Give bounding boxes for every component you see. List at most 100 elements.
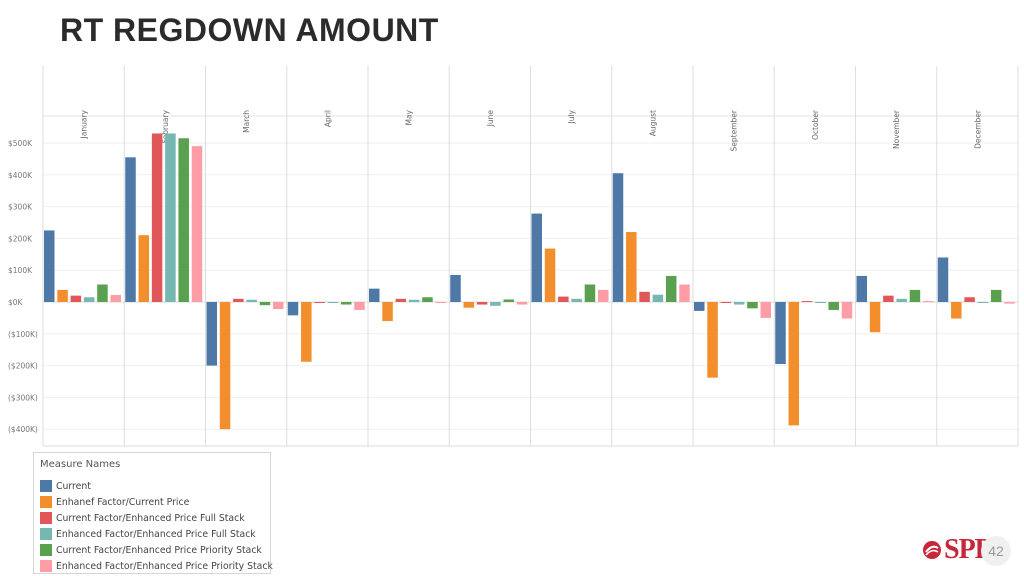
bar xyxy=(815,302,826,303)
month-label: March xyxy=(242,110,251,133)
legend-title: Measure Names xyxy=(40,459,121,470)
bar xyxy=(382,302,393,322)
bar xyxy=(463,302,475,308)
legend-label: Current Factor/Enhanced Price Full Stack xyxy=(56,512,245,524)
bar xyxy=(598,289,609,302)
month-label: August xyxy=(648,110,657,136)
spp-logo-icon xyxy=(923,541,941,559)
bar xyxy=(775,302,786,365)
bar xyxy=(395,298,407,302)
month-label: November xyxy=(892,109,901,149)
bar xyxy=(937,257,949,302)
bar xyxy=(951,302,962,319)
bar xyxy=(896,298,907,302)
month-label: December xyxy=(973,109,982,149)
bar xyxy=(138,235,150,302)
bar xyxy=(435,302,446,303)
bar xyxy=(44,230,55,302)
bar xyxy=(191,146,203,302)
month-label: October xyxy=(811,109,820,140)
bar xyxy=(841,302,853,319)
bar xyxy=(206,302,217,366)
bar xyxy=(707,302,718,378)
bar xyxy=(626,232,637,302)
y-tick-label: ($200K) xyxy=(8,362,38,371)
bar xyxy=(246,299,257,302)
y-tick-label: $400K xyxy=(8,171,33,180)
legend-item: Current xyxy=(40,478,270,494)
bar xyxy=(57,289,68,302)
bar xyxy=(694,302,705,311)
bar xyxy=(165,133,176,302)
bar xyxy=(178,138,189,302)
bar xyxy=(558,296,569,302)
bar xyxy=(327,302,339,303)
bar xyxy=(584,284,596,302)
legend-item: Enhanced Factor/Enhanced Price Full Stac… xyxy=(40,526,270,542)
bar xyxy=(544,248,556,302)
chart-legend: Measure Names Current Enhanef Factor/Curr… xyxy=(33,452,273,574)
bar xyxy=(301,302,312,362)
bar xyxy=(233,298,244,302)
bar xyxy=(516,302,528,305)
bar xyxy=(856,275,867,302)
legend-swatch xyxy=(40,544,52,556)
bar xyxy=(422,297,433,302)
bar xyxy=(665,275,677,302)
legend-label: Enhanef Factor/Current Price xyxy=(56,496,190,508)
slide-title: RT REGDOWN AMOUNT xyxy=(60,12,439,48)
bar xyxy=(314,302,325,303)
legend-swatch xyxy=(40,480,52,492)
month-label: September xyxy=(730,109,739,151)
legend-label: Current Factor/Enhanced Price Priority S… xyxy=(56,544,262,556)
page-number: 42 xyxy=(981,536,1011,566)
bar xyxy=(83,297,95,302)
bar xyxy=(490,302,501,306)
y-tick-label: $0K xyxy=(8,298,24,307)
bar xyxy=(369,288,380,302)
bar xyxy=(476,302,488,305)
legend-swatch xyxy=(40,512,52,524)
bar xyxy=(273,302,284,309)
bar xyxy=(990,289,1002,302)
bar xyxy=(679,284,690,302)
bar xyxy=(747,302,758,309)
month-label: February xyxy=(161,109,170,143)
legend-label: Current xyxy=(56,480,91,492)
month-label: April xyxy=(323,110,332,127)
bar xyxy=(531,213,542,302)
bar xyxy=(612,173,624,302)
y-tick-label: ($100K) xyxy=(8,330,38,339)
legend-item: Current Factor/Enhanced Price Priority S… xyxy=(40,542,270,558)
month-label: May xyxy=(405,109,414,125)
bar xyxy=(720,302,732,303)
month-label: January xyxy=(80,109,89,139)
y-tick-label: $500K xyxy=(8,139,33,148)
bar xyxy=(503,299,514,302)
y-tick-label: ($300K) xyxy=(8,393,38,402)
bar xyxy=(110,295,121,302)
legend-item: Enhanef Factor/Current Price xyxy=(40,494,270,510)
bar xyxy=(259,302,271,306)
bar xyxy=(571,298,582,302)
bar xyxy=(801,301,813,303)
legend-item: Enhanced Factor/Enhanced Price Priority … xyxy=(40,558,273,574)
bar xyxy=(639,291,650,302)
bar xyxy=(354,302,365,310)
bar xyxy=(883,295,894,302)
bar xyxy=(219,302,231,430)
month-label: July xyxy=(567,109,576,124)
bar xyxy=(340,302,352,305)
bar xyxy=(287,302,299,316)
legend-label: Enhanced Factor/Enhanced Price Full Stac… xyxy=(56,528,256,540)
bar-chart: $500K $400K $300K $200K $100K $0K ($100K) ($200… xyxy=(8,66,1019,447)
legend-swatch xyxy=(40,560,52,572)
bar xyxy=(923,301,934,303)
bar xyxy=(788,302,800,426)
bar xyxy=(964,297,975,302)
legend-item: Current Factor/Enhanced Price Full Stack xyxy=(40,510,270,526)
legend-swatch xyxy=(40,528,52,540)
bar xyxy=(828,302,839,310)
legend-label: Enhanced Factor/Enhanced Price Priority … xyxy=(56,560,273,572)
y-tick-label: $300K xyxy=(8,203,33,212)
